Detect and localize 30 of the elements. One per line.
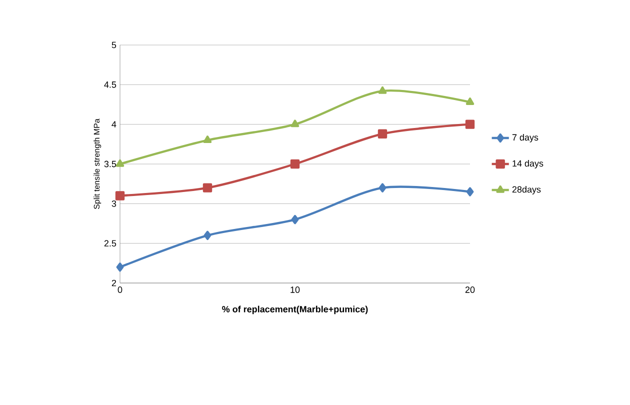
y-tick-label: 3.5 [104,160,116,168]
point [378,86,387,94]
y-tick-label: 4 [112,121,116,128]
y-tick-label: 3 [112,200,116,207]
point [116,159,124,167]
point [291,214,299,224]
point [466,187,474,196]
point [290,159,300,169]
point [204,230,212,240]
point [202,183,212,192]
y-tick-label: 5 [112,42,116,48]
point [115,191,125,200]
point [116,262,124,272]
point [378,183,386,192]
y-axis-title: Split tensile strength MPa [94,118,102,209]
x-tick-label: 10 [290,286,300,293]
legend-label: 28days [512,186,541,194]
point [466,98,474,105]
x-tick-label: 0 [118,286,122,293]
legend-label: 14 days [512,160,544,168]
y-tick-label: 2 [112,280,116,286]
point [465,120,475,129]
x-tick-label: 20 [465,286,475,293]
x-axis-title: % of replacement(Marble+pumice) [222,306,368,314]
y-tick-label: 2.5 [104,240,116,247]
legend-label: 7 days [512,134,538,142]
point [290,120,300,128]
point [378,129,388,138]
y-tick-label: 4.5 [104,82,116,88]
point [203,136,212,144]
